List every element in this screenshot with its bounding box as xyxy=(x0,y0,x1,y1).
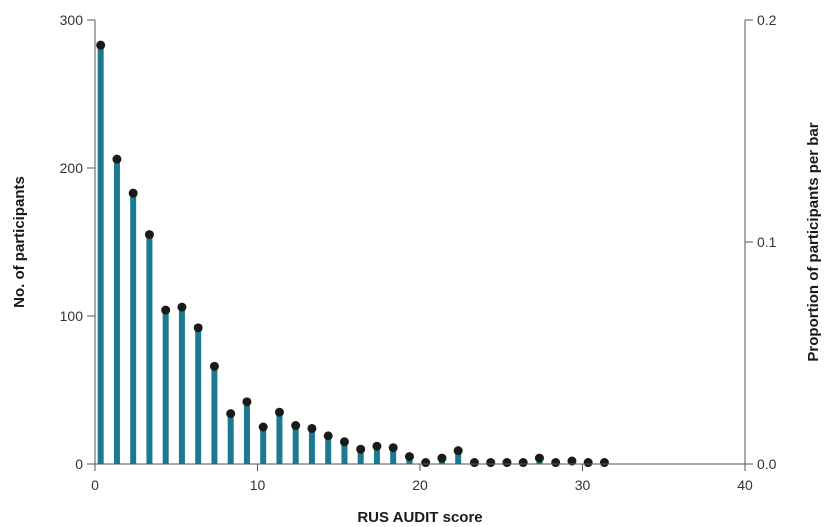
y-tick-label: 100 xyxy=(60,308,84,324)
bar xyxy=(178,308,185,464)
y2-axis-title: Proportion of participants per bar xyxy=(805,122,822,361)
x-tick-label: 30 xyxy=(575,477,591,493)
bar xyxy=(260,428,267,464)
bar xyxy=(292,425,299,464)
data-point xyxy=(209,361,219,371)
points-layer xyxy=(96,40,609,468)
data-point xyxy=(274,407,284,417)
data-point xyxy=(339,437,349,447)
bar xyxy=(243,403,250,464)
data-point xyxy=(388,443,398,453)
y-tick-label: 0 xyxy=(75,456,83,472)
data-point xyxy=(112,154,122,164)
y-axis-title: No. of participants xyxy=(11,176,28,308)
bar xyxy=(162,311,169,464)
x-axis-title: RUS AUDIT score xyxy=(357,509,482,526)
x-tick-label: 20 xyxy=(412,477,428,493)
x-tick-label: 40 xyxy=(737,477,753,493)
bar xyxy=(390,447,397,464)
bar xyxy=(146,236,153,464)
bar xyxy=(357,449,364,464)
data-point xyxy=(161,305,171,315)
bar xyxy=(130,194,137,464)
y2-tick-label: 0.1 xyxy=(757,234,777,250)
bar xyxy=(341,443,348,464)
ticks-layer: 0 100 200 300 0.0 0.1 0.2 0 10 20 30 40 xyxy=(60,12,777,493)
data-point xyxy=(323,431,333,441)
data-point xyxy=(518,458,528,468)
data-point xyxy=(567,456,577,466)
data-point xyxy=(583,458,593,468)
bar xyxy=(325,435,332,464)
data-point xyxy=(307,423,317,433)
data-point xyxy=(177,302,187,312)
data-point xyxy=(372,441,382,451)
bar xyxy=(195,329,202,464)
bar xyxy=(97,46,104,464)
data-point xyxy=(258,422,268,432)
data-point xyxy=(96,40,106,50)
bars-layer xyxy=(97,46,592,464)
bar xyxy=(455,452,462,464)
data-point xyxy=(291,421,301,431)
data-point xyxy=(226,409,236,419)
data-point xyxy=(486,458,496,468)
bar xyxy=(113,160,120,464)
data-point xyxy=(144,230,154,240)
data-point xyxy=(437,453,447,463)
data-point xyxy=(242,397,252,407)
x-tick-label: 0 xyxy=(91,477,99,493)
y-tick-label: 200 xyxy=(60,160,84,176)
bar xyxy=(211,367,218,464)
data-point xyxy=(469,458,479,468)
data-point xyxy=(404,452,414,462)
bar xyxy=(276,412,283,464)
y-tick-label: 300 xyxy=(60,12,84,28)
bar xyxy=(373,446,380,464)
data-point xyxy=(534,453,544,463)
data-point xyxy=(193,323,203,333)
bar xyxy=(227,415,234,464)
data-point xyxy=(599,458,609,468)
data-point xyxy=(551,458,561,468)
bar xyxy=(308,428,315,464)
x-tick-label: 10 xyxy=(250,477,266,493)
data-point xyxy=(453,446,463,456)
data-point xyxy=(502,458,512,468)
data-point xyxy=(128,188,138,198)
data-point xyxy=(356,444,366,454)
axes-layer xyxy=(94,20,746,465)
data-point xyxy=(421,458,431,468)
y2-tick-label: 0.2 xyxy=(757,12,777,28)
y2-tick-label: 0.0 xyxy=(757,456,777,472)
